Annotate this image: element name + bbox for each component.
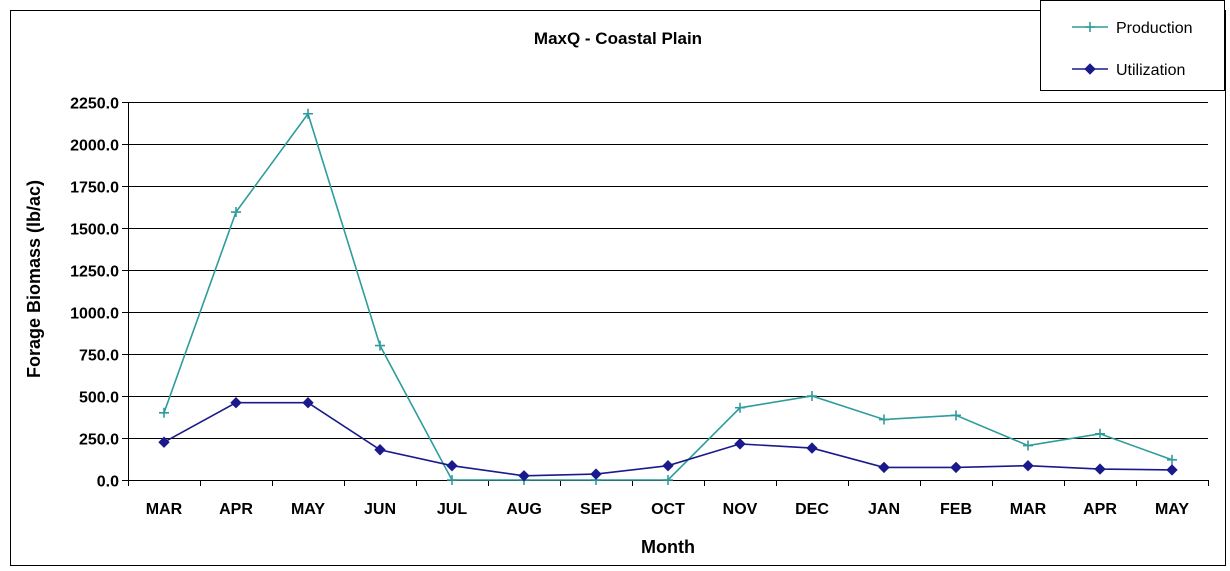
legend-label: Utilization [1116,62,1185,79]
production-point [663,475,673,485]
series [158,108,1178,485]
utilization-point [158,436,170,448]
x-tick-label: OCT [651,501,685,518]
production-point [447,475,457,485]
x-tick-label: JUN [364,501,396,518]
axes: 0.0 250.0 500.0 750.0 1000.0 1250.0 1500.0 1750… [70,96,1209,518]
x-tick-label: MAY [291,501,325,518]
utilization-point [518,470,530,482]
y-tick-label: 250.0 [79,432,119,449]
legend-box [1040,0,1225,91]
y-tick-label: 500.0 [79,390,119,407]
y-tick-label: 750.0 [79,348,119,365]
x-axis-title: Month [641,537,695,557]
legend-item-utilization: Utilization [1072,62,1185,79]
production-point [807,391,817,401]
production-point [1095,428,1105,439]
production-point [735,402,745,413]
production-point [1023,440,1033,451]
legend-marker [1085,22,1095,32]
utilization-point [302,397,314,409]
x-tick-label: MAR [146,501,183,518]
y-tick-label: 1250.0 [70,264,119,281]
x-tick-label: APR [219,501,253,518]
x-tick-label: JAN [868,501,900,518]
legend-label: Production [1116,20,1193,37]
utilization-point [590,468,602,480]
x-tick-label: APR [1083,501,1117,518]
legend-item-production: Production [1072,20,1193,37]
utilization-point [374,444,386,456]
y-tick-label: 1500.0 [70,222,119,239]
x-tick-label: MAY [1155,501,1189,518]
production-point [375,340,385,351]
gridlines [128,102,1208,439]
y-tick-label: 2250.0 [70,96,119,113]
legend-marker [1084,63,1096,75]
utilization-point [1094,463,1106,475]
y-tick-label: 1000.0 [70,306,119,323]
x-tick-label: FEB [940,501,972,518]
utilization-point [878,461,890,474]
x-tick-label: NOV [723,501,758,518]
utilization-point [446,460,458,472]
legend: Production Utilization [1040,0,1225,91]
utilization-point [950,461,962,474]
utilization-point [734,438,746,450]
utilization-point [1022,460,1034,472]
x-tick-label: DEC [795,501,829,518]
utilization-point [230,397,242,409]
utilization-point [806,442,818,454]
production-point [1167,454,1177,465]
x-tick-label: AUG [506,501,542,518]
x-tick-label: MAR [1010,501,1047,518]
x-tick-label: SEP [580,501,612,518]
chart-frame [10,10,1226,566]
y-axis-title: Forage Biomass (lb/ac) [24,180,44,378]
y-tick-label: 0.0 [97,474,119,491]
chart-title: MaxQ - Coastal Plain [534,29,702,48]
production-point [231,207,241,218]
production-point [303,108,313,119]
y-tick-label: 1750.0 [70,180,119,197]
y-tick-label: 2000.0 [70,138,119,155]
utilization-series [158,397,1178,482]
utilization-point [1166,464,1178,476]
production-point [159,407,169,418]
production-point [879,414,889,425]
utilization-point [662,460,674,472]
production-point [951,410,961,421]
production-series [159,108,1177,485]
x-tick-label: JUL [437,501,467,518]
